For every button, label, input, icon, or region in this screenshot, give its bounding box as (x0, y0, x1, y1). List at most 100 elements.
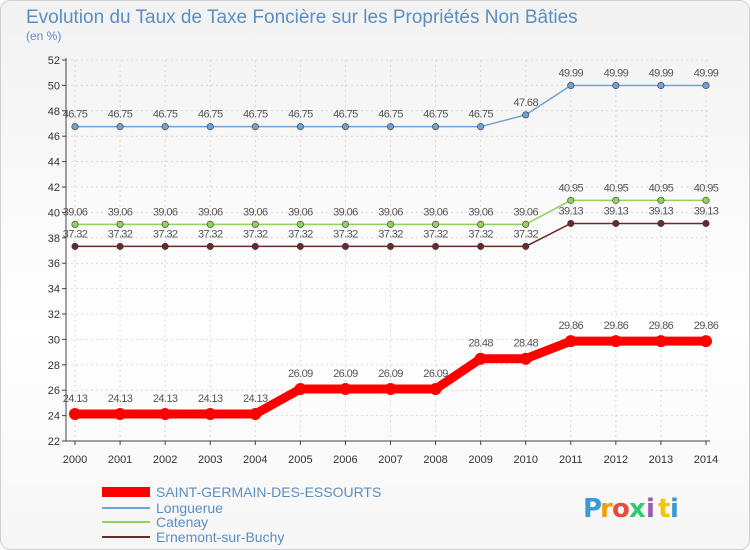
data-label: 39.06 (513, 206, 538, 218)
data-point (657, 82, 665, 90)
data-label: 46.75 (468, 109, 493, 121)
x-tick-label: 2012 (604, 454, 628, 466)
y-tick-label: 22 (48, 436, 60, 448)
data-label: 37.32 (288, 228, 313, 240)
legend-label: Catenay (156, 514, 208, 530)
data-point (564, 335, 577, 348)
data-label: 24.13 (108, 393, 133, 405)
data-point (294, 383, 307, 396)
series-group: 46.75 46.75 46.75 46.75 46.75 46.75 46.75 46.75… (63, 68, 719, 420)
data-point (296, 220, 304, 228)
data-point (657, 196, 665, 204)
data-point (206, 123, 214, 131)
proxiti-logo: Pr o x i t i (583, 494, 679, 524)
data-point (522, 242, 530, 250)
y-tick-label: 52 (48, 55, 60, 67)
data-label: 39.06 (243, 206, 268, 218)
data-label: 39.06 (63, 206, 88, 218)
legend: SAINT-GERMAIN-DES-ESSOURTSLonguerueCaten… (102, 484, 381, 545)
data-label: 26.09 (333, 368, 358, 380)
data-point (612, 196, 620, 204)
y-tick-label: 36 (48, 258, 60, 270)
y-tick-label: 34 (48, 284, 60, 296)
data-point (161, 220, 169, 228)
data-point (206, 220, 214, 228)
data-point (432, 220, 440, 228)
y-tick-label: 48 (48, 106, 60, 118)
data-point (161, 242, 169, 250)
logo-letter: o (612, 494, 630, 524)
data-label: 47.68 (513, 97, 538, 109)
data-label: 46.75 (423, 109, 448, 121)
data-label: 26.09 (288, 368, 313, 380)
data-point (702, 82, 710, 90)
data-label: 46.75 (198, 109, 223, 121)
data-point (474, 352, 487, 365)
data-point (114, 407, 127, 420)
data-point (702, 196, 710, 204)
data-point (296, 123, 304, 131)
data-label: 39.06 (153, 206, 178, 218)
data-point (69, 407, 81, 420)
x-tick-label: 2010 (513, 454, 537, 466)
data-point (477, 123, 485, 131)
data-label: 37.32 (333, 228, 358, 240)
data-point (567, 219, 575, 227)
data-label: 37.32 (63, 228, 88, 240)
data-label: 28.48 (468, 338, 493, 350)
data-point (386, 242, 394, 250)
data-point (654, 335, 667, 348)
data-label: 46.75 (288, 109, 313, 121)
logo-letter: i (670, 494, 679, 524)
series-ernemont-sur-buchy: 37.32 37.32 37.32 37.32 37.32 37.32 37.32 37.32… (63, 205, 719, 250)
data-label: 37.32 (243, 228, 268, 240)
x-tick-label: 2007 (378, 454, 402, 466)
data-point (204, 407, 217, 420)
data-point (341, 123, 349, 131)
x-tick-label: 2004 (243, 454, 267, 466)
data-point (206, 242, 214, 250)
data-label: 29.86 (649, 320, 674, 332)
data-point (522, 220, 530, 228)
legend-label: Ernemont-sur-Buchy (156, 529, 284, 545)
data-label: 26.09 (423, 368, 448, 380)
data-point (432, 242, 440, 250)
data-label: 49.99 (649, 68, 674, 80)
data-point (567, 82, 575, 90)
data-point (612, 219, 620, 227)
y-tick-label: 42 (48, 182, 60, 194)
y-tick-label: 32 (48, 309, 60, 321)
logo-letter: i (646, 494, 655, 524)
data-point (384, 383, 397, 396)
data-label: 39.13 (559, 205, 584, 217)
data-label: 37.32 (378, 228, 403, 240)
data-label: 40.95 (559, 182, 584, 194)
y-tick-label: 50 (48, 80, 60, 92)
x-tick-label: 2008 (423, 454, 447, 466)
data-point (657, 219, 665, 227)
data-point (429, 383, 442, 396)
y-tick-label: 40 (48, 207, 60, 219)
data-point (71, 123, 79, 131)
x-tick-label: 2001 (108, 454, 132, 466)
x-tick-label: 2009 (468, 454, 492, 466)
data-point (251, 220, 259, 228)
data-point (71, 242, 79, 250)
series-longuerue: 46.75 46.75 46.75 46.75 46.75 46.75 46.75 46.75… (63, 68, 719, 131)
data-label: 39.06 (378, 206, 403, 218)
legend-label: SAINT-GERMAIN-DES-ESSOURTS (156, 484, 381, 500)
logo-letter: x (629, 494, 646, 524)
data-point (700, 335, 712, 348)
data-label: 24.13 (63, 393, 88, 405)
data-point (341, 220, 349, 228)
data-label: 37.32 (153, 228, 178, 240)
data-point (71, 220, 79, 228)
y-tick-label: 46 (48, 131, 60, 143)
data-point (251, 242, 259, 250)
data-point (432, 123, 440, 131)
data-label: 24.13 (153, 393, 178, 405)
data-label: 39.06 (333, 206, 358, 218)
logo-letter: P (583, 494, 602, 524)
